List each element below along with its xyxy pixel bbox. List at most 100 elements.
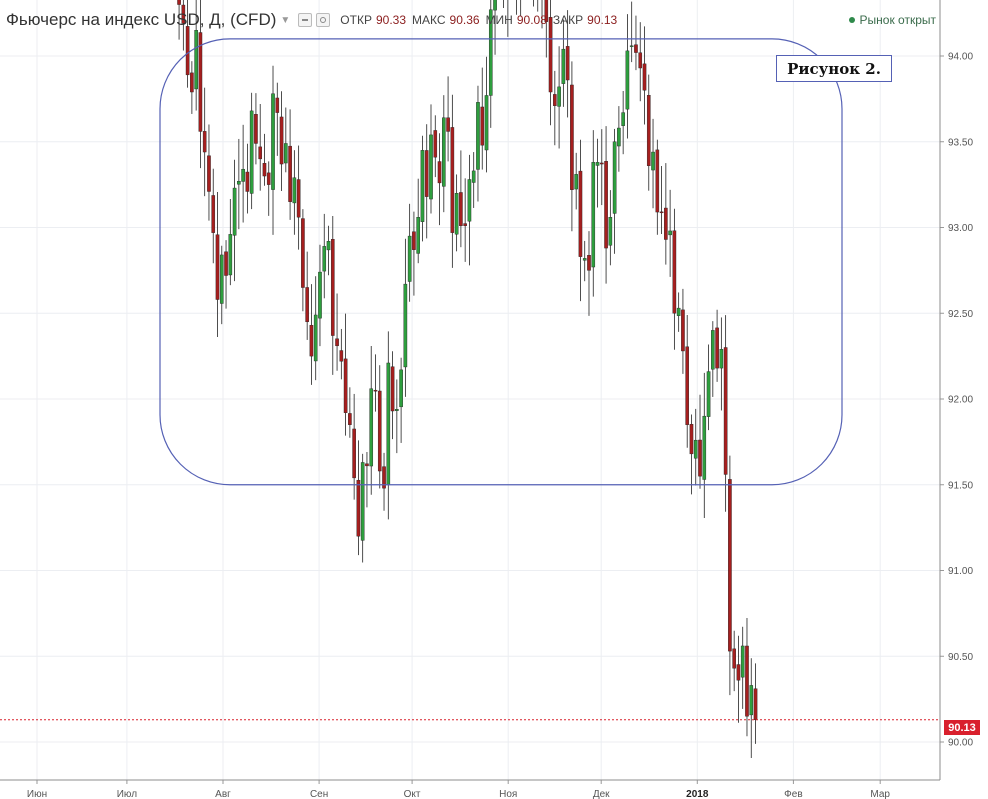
candle-body: [565, 46, 570, 81]
collapse-icon[interactable]: [298, 13, 313, 27]
candle: [305, 251, 309, 340]
time-axis[interactable]: Июн Июл Авг Сен Окт Ноя Дек 2018 Фев Мар: [0, 779, 940, 799]
candle: [343, 313, 348, 436]
x-tick-label: Ноя: [499, 789, 517, 799]
candle: [719, 317, 724, 411]
candle: [416, 178, 420, 264]
candle-body: [608, 217, 613, 246]
candle-body: [224, 251, 228, 276]
y-tick-label: 93.50: [948, 137, 973, 148]
candle-body: [676, 307, 681, 316]
candle-body: [177, 0, 181, 5]
close-label: ЗАКР: [552, 13, 584, 27]
candle: [488, 0, 493, 128]
candle: [207, 124, 211, 221]
candle-body: [681, 309, 685, 352]
candle-body: [190, 72, 194, 93]
settings-icon[interactable]: [316, 13, 331, 27]
x-tick-label: Авг: [215, 789, 231, 799]
candle: [241, 124, 245, 223]
candle: [612, 128, 617, 254]
candle: [365, 452, 369, 508]
candle: [249, 92, 254, 210]
candle-body: [732, 648, 736, 669]
candle-body: [574, 174, 578, 190]
candle-body: [668, 230, 672, 236]
x-tick-label: Мар: [870, 789, 890, 799]
candle: [420, 135, 425, 242]
candle: [685, 315, 689, 448]
candle-body: [621, 112, 625, 126]
candle: [407, 203, 412, 302]
candle-body: [241, 168, 245, 182]
candle-body: [753, 688, 758, 720]
candle-body: [719, 349, 724, 369]
candle: [471, 152, 476, 208]
candle-body: [595, 162, 600, 166]
x-tick-label: Фев: [784, 789, 802, 799]
open-label: ОТКР: [340, 13, 372, 27]
candle: [296, 145, 301, 250]
symbol-title[interactable]: Фьючерс на индекс USD, Д, (CFD): [6, 10, 277, 29]
candle-body: [493, 0, 497, 11]
figure-label: Рисунок 2.: [787, 59, 881, 78]
candle: [386, 331, 391, 520]
candle-body: [578, 170, 583, 257]
candle-body: [403, 283, 408, 368]
candle: [399, 357, 403, 443]
candle-body: [330, 239, 335, 336]
candle: [288, 109, 292, 220]
candle: [360, 453, 365, 563]
candle: [681, 288, 685, 374]
candle-body: [664, 207, 668, 240]
candle-body: [604, 161, 608, 249]
candle-body: [326, 241, 331, 251]
candle-body: [215, 234, 220, 300]
candle: [702, 372, 707, 519]
candle-body: [553, 94, 557, 106]
price-axis[interactable]: 90.00 90.50 91.00 91.50 92.00 92.50 93.00 93.50…: [939, 0, 973, 780]
chart-header: Фьючерс на индекс USD, Д, (CFD) ▼ ОТКР 9…: [6, 9, 617, 31]
candle: [258, 104, 263, 191]
candle: [271, 65, 275, 235]
candle-body: [266, 172, 271, 185]
candle: [275, 82, 280, 156]
candle: [326, 225, 331, 276]
candle-body: [582, 258, 587, 261]
candle-body: [198, 32, 203, 132]
y-tick-label: 94.00: [948, 52, 973, 63]
candle-body: [301, 218, 305, 288]
candle: [292, 150, 297, 235]
candle-body: [275, 97, 280, 113]
candle-body: [181, 4, 186, 24]
candle-body: [373, 389, 378, 392]
candle: [561, 19, 566, 107]
candle-body: [463, 223, 467, 226]
candle-body: [429, 134, 433, 200]
candle: [442, 95, 446, 213]
candle-body: [254, 114, 258, 144]
candle-body: [399, 369, 403, 408]
candle: [309, 284, 314, 385]
candle: [578, 139, 583, 302]
candle: [459, 150, 463, 248]
figure-label-box: Рисунок 2.: [776, 55, 892, 82]
candle-body: [450, 127, 455, 233]
candle: [732, 630, 736, 692]
candle: [301, 209, 305, 312]
candle: [745, 618, 749, 737]
candle: [698, 394, 702, 489]
candle-body: [245, 171, 250, 192]
y-tick-label: 90.00: [948, 738, 973, 749]
candle: [429, 104, 433, 214]
candle: [629, 1, 634, 63]
close-value: 90.13: [587, 13, 618, 27]
candle: [541, 0, 543, 29]
candle: [198, 0, 203, 169]
chevron-down-icon[interactable]: ▼: [280, 14, 291, 26]
candle: [672, 208, 677, 350]
candle: [284, 107, 288, 173]
candle-body: [634, 44, 638, 53]
candle-body: [377, 390, 382, 472]
